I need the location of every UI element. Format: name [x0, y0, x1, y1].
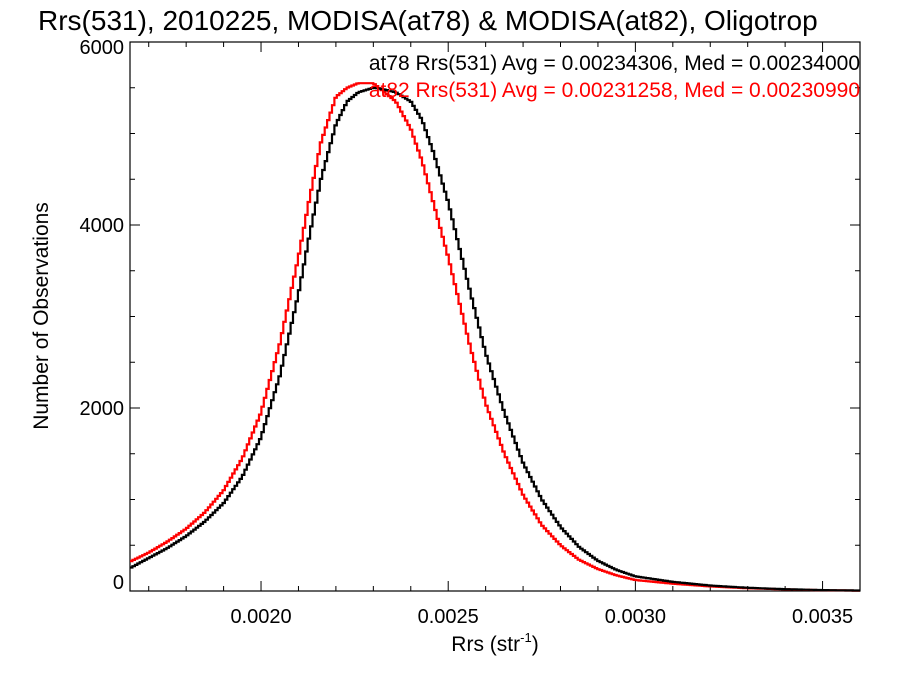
x-axis-label: Rrs (str-1) [451, 630, 538, 656]
y-tick-label: 0 [113, 572, 124, 594]
legend-entry-at82: at82 Rrs(531) Avg = 0.00231258, Med = 0.… [369, 79, 860, 102]
x-axis-label-main: Rrs (str [451, 633, 520, 656]
axis-ticks [130, 41, 861, 592]
series-line-at82 [130, 82, 860, 592]
x-axis-label-close: ) [532, 633, 539, 656]
x-tick-label: 0.0020 [230, 606, 291, 628]
x-tick-label: 0.0035 [792, 606, 853, 628]
x-axis-label-superscript: -1 [520, 630, 532, 645]
tick-labels: 0.0020 0.0025 0.0030 0.0035 0 2000 4000 6000 [80, 37, 854, 628]
chart-title: Rrs(531), 2010225, MODISA(at78) & MODISA… [38, 5, 818, 36]
x-tick-label: 0.0025 [418, 606, 479, 628]
y-tick-label: 6000 [80, 37, 125, 59]
y-axis-label: Number of Observations [30, 202, 53, 430]
plot-border [129, 41, 861, 592]
y-tick-label: 2000 [80, 398, 125, 420]
x-tick-label: 0.0030 [605, 606, 666, 628]
legend-entry-at78: at78 Rrs(531) Avg = 0.00234306, Med = 0.… [369, 52, 860, 75]
series-layer [130, 82, 860, 592]
plot-frame [129, 41, 861, 592]
series-line-at78 [130, 86, 860, 592]
y-tick-label: 4000 [80, 215, 125, 237]
